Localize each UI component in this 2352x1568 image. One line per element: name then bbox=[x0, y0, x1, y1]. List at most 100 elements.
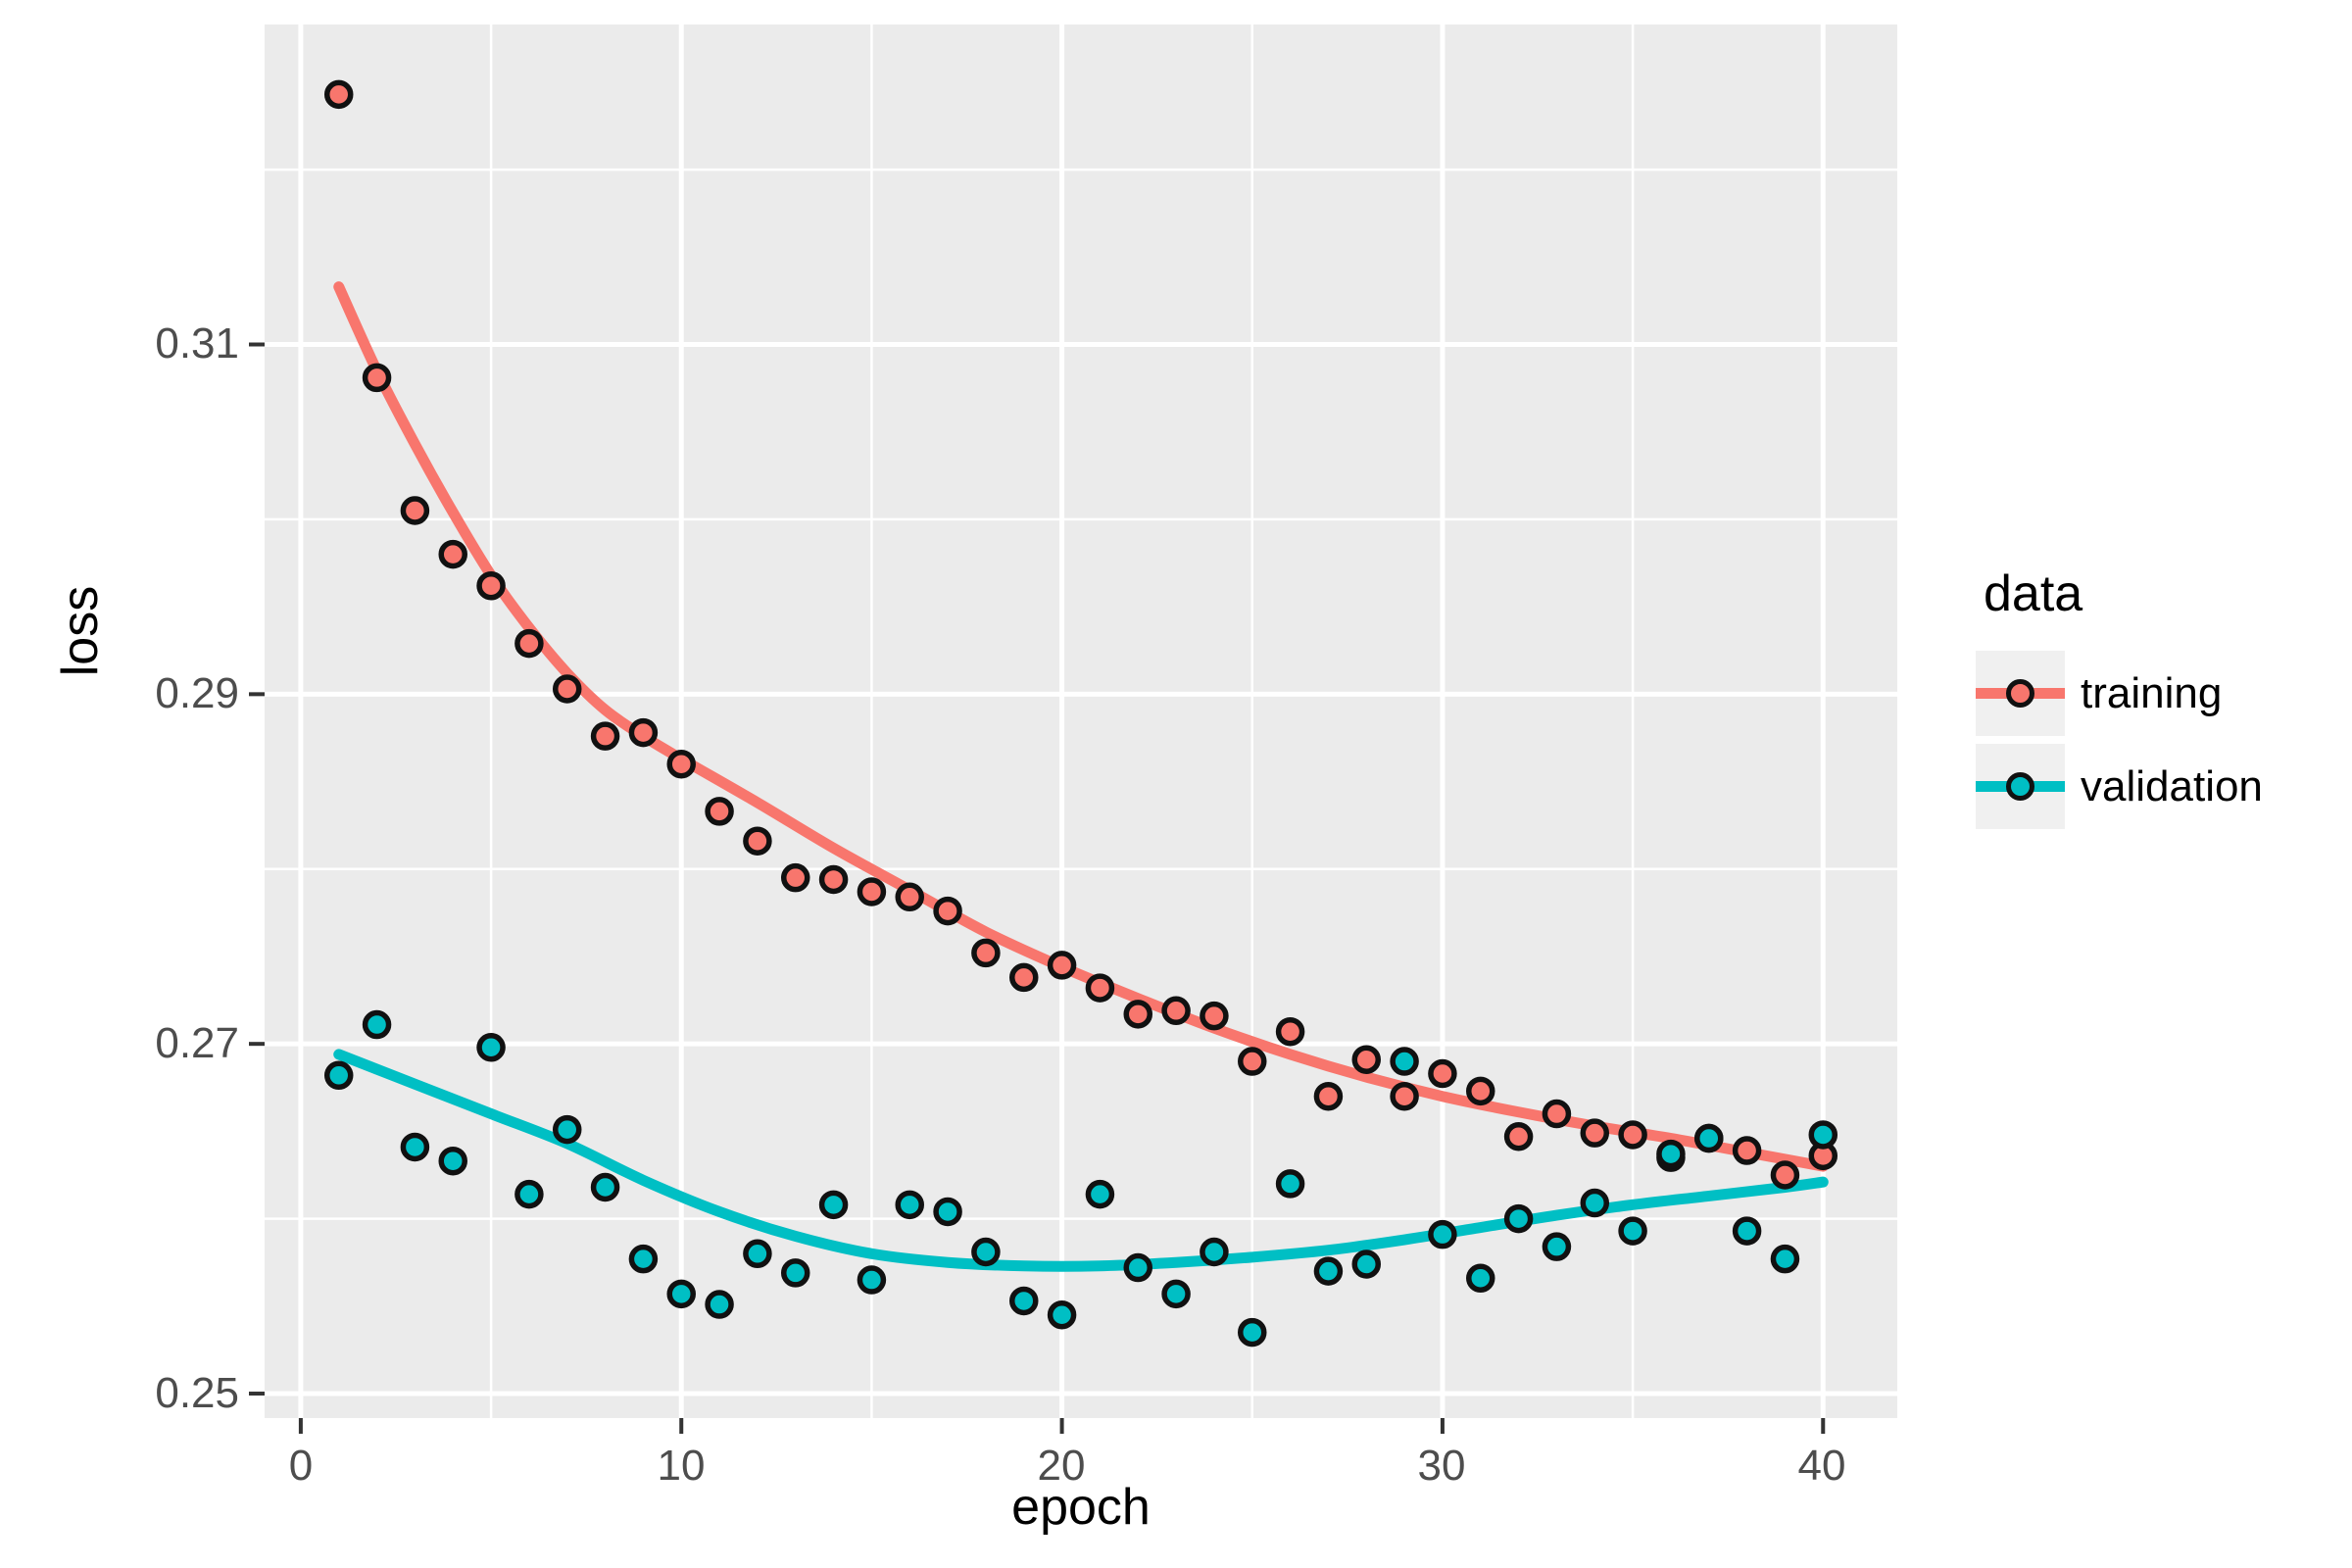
legend-label-validation: validation bbox=[2081, 761, 2263, 810]
data-point-validation bbox=[1580, 1188, 1610, 1218]
data-point-validation bbox=[1770, 1244, 1800, 1274]
x-tick-label: 10 bbox=[657, 1442, 706, 1490]
data-point-training bbox=[1161, 996, 1191, 1026]
data-point-validation bbox=[1008, 1286, 1039, 1316]
data-point-validation bbox=[1161, 1279, 1191, 1309]
data-point-training bbox=[1238, 1047, 1267, 1076]
data-point-training bbox=[1200, 1001, 1229, 1031]
data-point-training bbox=[1580, 1118, 1610, 1148]
data-point-validation bbox=[323, 1060, 354, 1091]
x-tick-label: 40 bbox=[1797, 1442, 1846, 1490]
data-point-validation bbox=[1390, 1047, 1419, 1076]
data-point-training bbox=[438, 539, 467, 569]
data-point-training bbox=[1313, 1081, 1344, 1111]
legend: data training validation bbox=[1976, 564, 2263, 837]
data-point-validation bbox=[552, 1114, 582, 1145]
data-point-training bbox=[590, 721, 620, 751]
legend-entry-training: training bbox=[1976, 651, 2263, 736]
x-tick-label: 0 bbox=[288, 1442, 314, 1490]
data-point-validation bbox=[1085, 1179, 1115, 1209]
legend-label-training: training bbox=[2081, 668, 2223, 717]
data-point-validation bbox=[705, 1290, 734, 1319]
data-point-validation bbox=[1428, 1219, 1457, 1250]
data-point-training bbox=[1503, 1121, 1534, 1152]
data-point-validation bbox=[1732, 1216, 1762, 1246]
data-point-training bbox=[1428, 1058, 1457, 1089]
data-point-validation bbox=[362, 1009, 392, 1040]
data-point-validation bbox=[1238, 1317, 1267, 1348]
data-point-training bbox=[1047, 951, 1077, 980]
data-point-training bbox=[895, 882, 924, 912]
data-point-training bbox=[1618, 1120, 1647, 1150]
data-point-validation bbox=[1808, 1120, 1838, 1150]
data-point-training bbox=[362, 363, 392, 393]
data-point-validation bbox=[476, 1033, 506, 1062]
data-point-validation bbox=[514, 1179, 544, 1209]
data-point-training bbox=[743, 826, 772, 856]
data-point-validation bbox=[1351, 1250, 1382, 1279]
data-point-validation bbox=[1503, 1203, 1534, 1234]
data-point-training bbox=[971, 938, 1001, 968]
data-point-validation bbox=[1542, 1232, 1572, 1261]
data-point-validation bbox=[857, 1265, 887, 1295]
y-tick-label: 0.25 bbox=[155, 1369, 239, 1417]
data-point-training bbox=[666, 749, 696, 779]
data-point-training bbox=[780, 862, 810, 893]
data-point-training bbox=[1732, 1136, 1762, 1165]
y-axis-title: loss bbox=[52, 585, 109, 677]
data-point-validation bbox=[895, 1190, 924, 1220]
legend-title: data bbox=[1984, 565, 2083, 622]
data-point-training bbox=[1351, 1045, 1382, 1074]
data-point-training bbox=[1275, 1016, 1305, 1047]
validation-point-icon bbox=[2006, 772, 2034, 801]
legend-key-training bbox=[1976, 651, 2065, 736]
data-point-validation bbox=[628, 1244, 659, 1274]
data-point-validation bbox=[1047, 1299, 1077, 1330]
legend-entry-validation: validation bbox=[1976, 744, 2263, 829]
y-tick-label: 0.31 bbox=[155, 319, 239, 368]
data-point-validation bbox=[818, 1190, 849, 1220]
data-point-training bbox=[1085, 973, 1115, 1003]
data-point-training bbox=[552, 674, 582, 704]
x-tick-label: 20 bbox=[1037, 1442, 1086, 1490]
data-point-validation bbox=[438, 1146, 467, 1176]
data-point-validation bbox=[780, 1258, 810, 1288]
data-point-validation bbox=[1694, 1123, 1724, 1153]
data-point-training bbox=[818, 864, 849, 895]
x-axis-title: epoch bbox=[1011, 1479, 1151, 1536]
data-point-validation bbox=[1200, 1237, 1229, 1267]
data-point-training bbox=[933, 896, 962, 926]
y-tick-label: 0.27 bbox=[155, 1019, 239, 1067]
data-point-validation bbox=[971, 1237, 1001, 1267]
data-point-training bbox=[705, 797, 734, 826]
data-point-training bbox=[1123, 1000, 1153, 1029]
data-point-validation bbox=[590, 1172, 620, 1202]
data-point-validation bbox=[666, 1279, 696, 1309]
data-point-validation bbox=[1656, 1139, 1686, 1169]
data-point-training bbox=[1542, 1099, 1572, 1129]
data-point-validation bbox=[1313, 1256, 1344, 1286]
data-point-validation bbox=[933, 1197, 962, 1227]
data-point-validation bbox=[1618, 1216, 1647, 1246]
data-point-validation bbox=[400, 1132, 430, 1162]
data-point-training bbox=[323, 79, 354, 110]
legend-key-validation bbox=[1976, 744, 2065, 829]
data-point-validation bbox=[743, 1239, 772, 1269]
panel-background bbox=[265, 24, 1897, 1418]
data-point-validation bbox=[1466, 1263, 1495, 1294]
x-tick-label: 30 bbox=[1417, 1442, 1466, 1490]
data-point-training bbox=[628, 717, 659, 748]
data-point-validation bbox=[1123, 1252, 1153, 1283]
data-point-training bbox=[476, 570, 506, 601]
data-point-training bbox=[1008, 962, 1039, 993]
data-point-training bbox=[1466, 1076, 1495, 1106]
data-point-training bbox=[1770, 1160, 1800, 1190]
training-point-icon bbox=[2006, 679, 2034, 708]
data-point-training bbox=[1390, 1081, 1419, 1111]
data-point-training bbox=[400, 496, 430, 525]
data-point-validation bbox=[1275, 1169, 1305, 1199]
y-tick-label: 0.29 bbox=[155, 669, 239, 717]
data-point-training bbox=[857, 877, 887, 906]
